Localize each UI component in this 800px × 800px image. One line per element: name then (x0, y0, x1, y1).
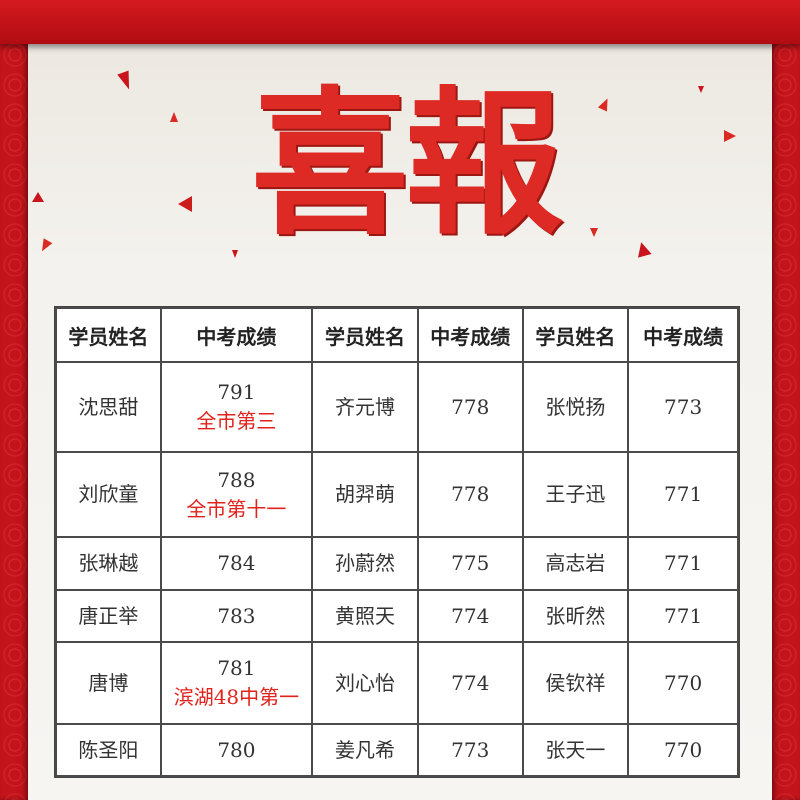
table-row: 刘欣童 788 全市第十一 胡羿萌 778 王子迅 771 (55, 451, 739, 538)
score-cell: 791 全市第三 (159, 361, 314, 453)
confetti-shard (178, 196, 192, 212)
score: 778 (416, 451, 524, 538)
header-score-col-3: 中考成绩 (627, 307, 739, 363)
student-name: 张天一 (521, 723, 630, 777)
score: 780 (159, 723, 314, 777)
score-cell: 788 全市第十一 (159, 451, 314, 538)
grades-table: 学员姓名 中考成绩 学员姓名 中考成绩 学员姓名 中考成绩 沈思甜 791 全市第… (55, 307, 739, 777)
student-name: 张悦扬 (521, 361, 630, 453)
student-name: 张昕然 (521, 589, 630, 643)
student-name: 高志岩 (521, 536, 630, 591)
student-name: 黄照天 (311, 589, 419, 643)
student-name: 陈圣阳 (55, 723, 162, 777)
score: 771 (627, 589, 739, 643)
score: 770 (627, 723, 739, 777)
student-name: 唐正举 (55, 589, 162, 643)
confetti-shard (32, 192, 44, 202)
student-name: 王子迅 (521, 451, 630, 538)
student-name: 沈思甜 (55, 361, 162, 453)
right-scroll-border (770, 40, 800, 800)
top-scroll-rod (0, 0, 800, 44)
score: 784 (159, 536, 314, 591)
student-name: 刘心怡 (311, 641, 419, 725)
score: 774 (416, 641, 524, 725)
rank-note: 滨湖48中第一 (173, 685, 300, 709)
header-score-col-1: 中考成绩 (159, 307, 314, 363)
score: 774 (416, 589, 524, 643)
student-name: 姜凡希 (311, 723, 419, 777)
rank-note: 全市第三 (196, 409, 277, 433)
score: 778 (416, 361, 524, 453)
table-row: 唐正举 783 黄照天 774 张昕然 771 (55, 589, 739, 643)
student-name: 齐元博 (311, 361, 419, 453)
table-row: 张琳越 784 孙蔚然 775 高志岩 771 (55, 536, 739, 591)
student-name: 刘欣童 (55, 451, 162, 538)
student-name: 孙蔚然 (311, 536, 419, 591)
confetti-shard (590, 228, 598, 237)
score: 771 (627, 451, 739, 538)
score: 770 (627, 641, 739, 725)
student-name: 胡羿萌 (311, 451, 419, 538)
header-name-col-3: 学员姓名 (521, 307, 630, 363)
confetti-shard (724, 130, 736, 142)
confetti-shard (170, 112, 178, 122)
table-row: 沈思甜 791 全市第三 齐元博 778 张悦扬 773 (55, 361, 739, 453)
score: 791 (217, 380, 256, 404)
confetti-shard (698, 86, 704, 93)
score: 773 (627, 361, 739, 453)
table-header-row: 学员姓名 中考成绩 学员姓名 中考成绩 学员姓名 中考成绩 (55, 307, 739, 363)
score: 771 (627, 536, 739, 591)
table-row: 陈圣阳 780 姜凡希 773 张天一 770 (55, 723, 739, 777)
page-title: 喜報 (251, 72, 563, 257)
student-name: 张琳越 (55, 536, 162, 591)
table-row: 唐博 781 滨湖48中第一 刘心怡 774 侯钦祥 770 (55, 641, 739, 725)
student-name: 侯钦祥 (521, 641, 630, 725)
score: 773 (416, 723, 524, 777)
header-name-col-2: 学员姓名 (311, 307, 419, 363)
left-scroll-border (0, 40, 30, 800)
rank-note: 全市第十一 (186, 496, 287, 521)
score-cell: 781 滨湖48中第一 (159, 641, 314, 725)
score: 781 (217, 656, 256, 680)
header-score-col-2: 中考成绩 (416, 307, 524, 363)
score: 775 (416, 536, 524, 591)
header-name-col-1: 学员姓名 (55, 307, 162, 363)
student-name: 唐博 (55, 641, 162, 725)
score: 783 (159, 589, 314, 643)
confetti-shard (232, 250, 238, 258)
score: 788 (217, 467, 256, 492)
